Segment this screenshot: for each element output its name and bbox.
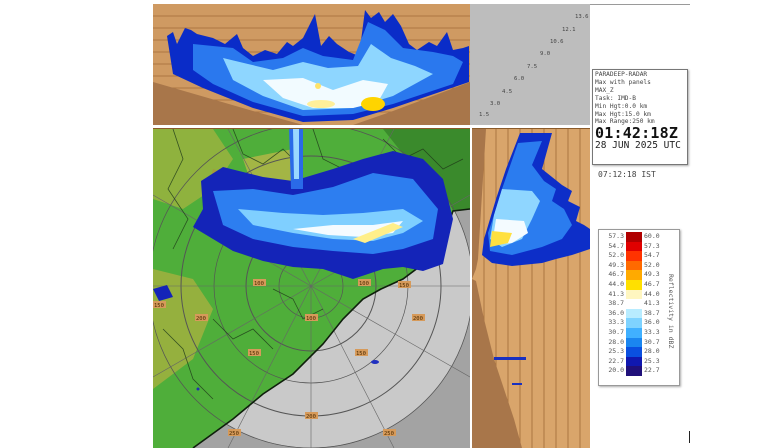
height-label: 13.6 [575,14,589,20]
legend-row: 52.0 54.7 [608,251,660,261]
range-label-200: 200 [306,414,316,420]
height-label: 10.6 [550,39,564,45]
range-label-150: 150 [249,351,259,357]
legend-row: 33.3 36.0 [608,318,660,328]
utc-date: 28 JUN 2025 UTC [595,140,681,152]
legend-row: 36.0 38.7 [608,308,660,319]
height-label: 4.5 [502,89,513,95]
svg-text:100: 100 [254,281,264,287]
legend-row: 20.0 22.7 [608,366,660,376]
parameter-name: MAX_Z [595,86,614,94]
max-range: Max Range:250 km [595,118,655,126]
product-name: Max with panels [595,78,651,86]
legend-row: 57.3 60.0 [608,232,660,242]
range-label-250: 250 [229,431,239,437]
radar-info-box: PARADEEP-RADAR Max with panels MAX_Z Tas… [592,69,688,165]
range-label-100: 100 [306,316,316,322]
legend-row: 41.3 44.0 [608,289,660,300]
svg-text:150: 150 [399,283,409,289]
legend-row: 38.7 41.3 [608,299,660,309]
legend-row: 25.3 28.0 [608,347,660,357]
legend-row: 46.7 49.3 [608,270,660,280]
legend-row: 28.0 30.7 [608,337,660,348]
legend-row: 22.7 25.3 [608,356,660,367]
task-name: Task: IMD-B [595,94,636,102]
svg-text:150: 150 [154,303,164,309]
legend-row: 30.7 33.3 [608,328,660,338]
radar-map-panel: 100 150 150 200 200 200 250 250 100 100 … [153,128,470,448]
reflectivity-legend: 57.3 60.0 54.7 57.3 52.0 54.7 49.3 52.0 46.7… [598,229,680,386]
svg-text:150: 150 [356,351,366,357]
min-height: Min Hgt:0.0 km [595,102,648,110]
height-label: 12.1 [562,27,576,33]
max-height: Max Hgt:15.0 km [595,110,651,118]
height-label: 7.5 [527,64,538,70]
station-name: PARADEEP-RADAR [595,71,648,78]
top-cross-section-panel [153,4,470,125]
height-label: 1.5 [479,112,490,118]
svg-text:200: 200 [413,316,423,322]
height-label: 9.0 [540,51,551,57]
text-cursor [689,431,690,443]
side-cross-section-panel [472,128,590,448]
svg-text:200: 200 [196,316,206,322]
radar-map: 100 150 150 200 200 200 250 250 100 100 … [153,129,470,448]
ist-time: 07:12:18 IST [598,170,656,179]
utc-time: 01:42:18Z [595,124,679,143]
frame-line [590,4,690,5]
side-cross-section-plot [472,129,590,448]
svg-text:100: 100 [359,281,369,287]
height-label-panel: 1.5 3.0 4.5 6.0 7.5 9.0 10.6 12.1 13.6 [470,4,590,125]
legend-title: Reflectivity in dBZ [667,274,675,349]
height-label: 6.0 [514,76,525,82]
legend-row: 44.0 46.7 [608,280,660,290]
legend-row: 54.7 57.3 [608,241,660,252]
top-cross-section-plot [153,10,470,125]
height-label: 3.0 [490,101,501,107]
svg-text:250: 250 [384,431,394,437]
legend-row: 49.3 52.0 [608,260,660,271]
